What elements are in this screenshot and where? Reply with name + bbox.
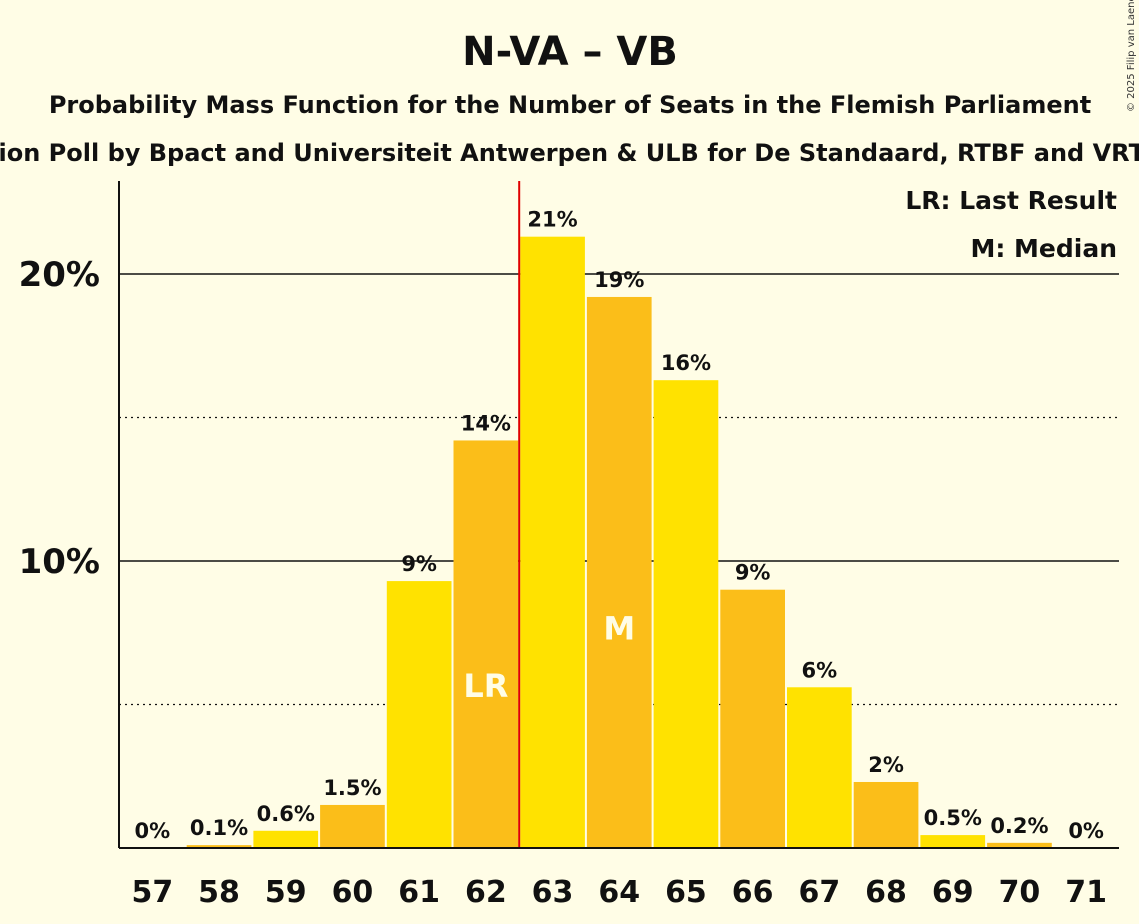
chart-source: Opinion Poll by Bpact and Universiteit A…: [0, 139, 1139, 167]
x-tick-67: 67: [798, 875, 840, 910]
x-tick-61: 61: [398, 875, 440, 910]
y-tick-20: 20%: [19, 255, 100, 295]
x-tick-63: 63: [532, 875, 574, 910]
last-result-marker: LR: [463, 667, 508, 705]
bar-63: [520, 237, 585, 848]
bar-59: [253, 831, 318, 848]
x-tick-62: 62: [465, 875, 507, 910]
x-tick-69: 69: [932, 875, 974, 910]
x-tick-68: 68: [865, 875, 907, 910]
bar-label-62: 14%: [461, 411, 511, 435]
x-tick-60: 60: [332, 875, 374, 910]
x-tick-labels: 57 58 59 60 61 62 63 64 65 66 67 68 69 70 71: [131, 875, 1107, 910]
x-tick-57: 57: [131, 875, 173, 910]
x-tick-64: 64: [598, 875, 640, 910]
bar-label-67: 6%: [802, 658, 838, 682]
bar-61: [387, 581, 452, 848]
bar-label-61: 9%: [401, 552, 437, 576]
bar-66: [720, 590, 785, 848]
bar-65: [654, 380, 719, 848]
bar-label-64: 19%: [594, 268, 644, 292]
bar-label-59: 0.6%: [257, 802, 315, 826]
x-tick-58: 58: [198, 875, 240, 910]
bar-label-71: 0%: [1068, 819, 1104, 843]
bar-label-58: 0.1%: [190, 816, 248, 840]
x-tick-71: 71: [1065, 875, 1107, 910]
bar-67: [787, 687, 852, 848]
bar-69: [920, 835, 985, 848]
bar-64: [587, 297, 652, 848]
bar-label-65: 16%: [661, 351, 711, 375]
bar-label-69: 0.5%: [924, 806, 982, 830]
legend-entry: LR: Last Result: [905, 186, 1117, 215]
y-tick-10: 10%: [19, 542, 100, 582]
chart-subtitle: Probability Mass Function for the Number…: [49, 91, 1091, 119]
bar-68: [854, 782, 919, 848]
x-tick-66: 66: [732, 875, 774, 910]
bar-label-66: 9%: [735, 561, 771, 585]
legend-entry: M: Median: [970, 234, 1117, 263]
bar-label-57: 0%: [135, 819, 171, 843]
bar-label-60: 1.5%: [323, 776, 381, 800]
legend: LR: Last Result M: Median: [905, 186, 1117, 263]
y-tick-labels: 10% 20%: [19, 255, 100, 582]
x-tick-65: 65: [665, 875, 707, 910]
bar-label-63: 21%: [527, 208, 577, 232]
x-tick-70: 70: [999, 875, 1041, 910]
bar-60: [320, 805, 385, 848]
bar-label-70: 0.2%: [990, 814, 1048, 838]
median-marker: M: [603, 610, 635, 648]
bar-label-68: 2%: [868, 753, 904, 777]
copyright-note: © 2025 Filip van Laenen: [1126, 0, 1137, 112]
chart-title: N-VA – VB: [462, 29, 678, 75]
x-tick-59: 59: [265, 875, 307, 910]
bar-62: [454, 440, 519, 848]
